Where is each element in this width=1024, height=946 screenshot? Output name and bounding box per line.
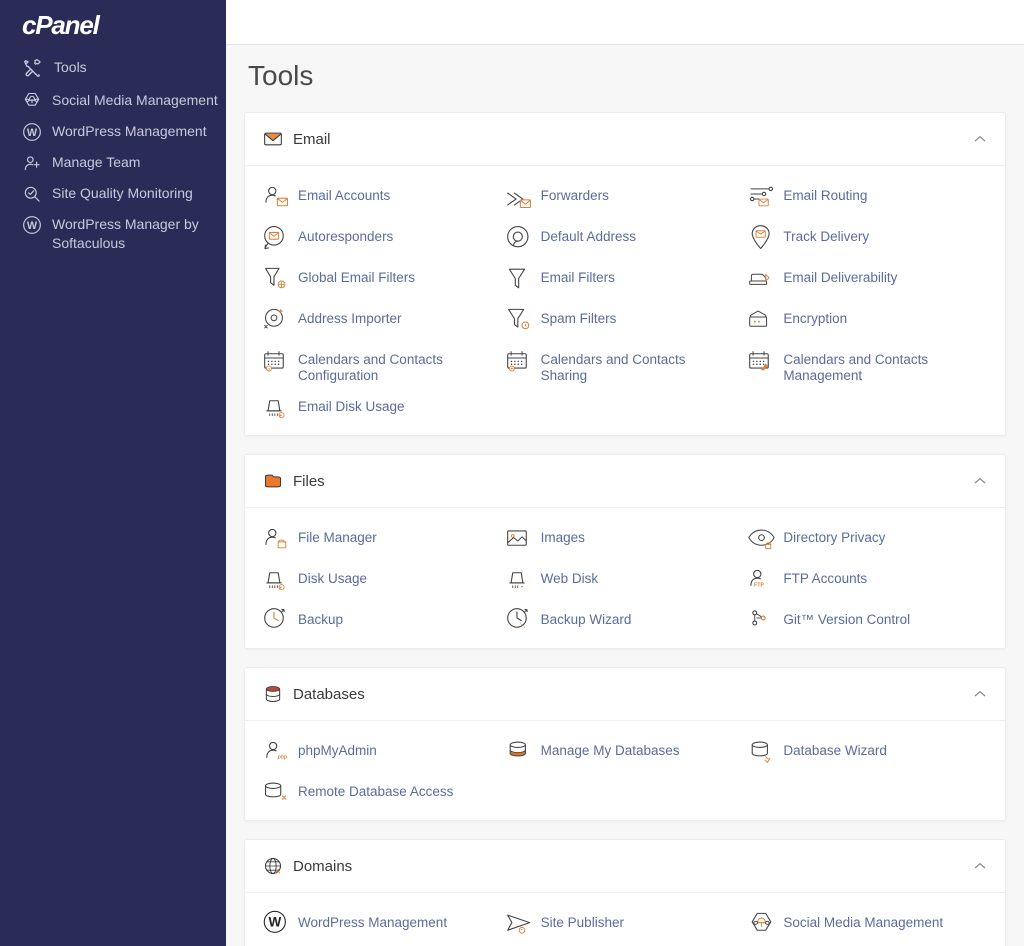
svg-text:W: W [27,220,38,232]
svg-text:cPanel: cPanel [22,13,101,39]
svg-text:@: @ [267,367,270,371]
svg-text:php: php [277,755,287,761]
svg-text:W: W [27,127,38,139]
svg-text:FTP: FTP [754,583,764,589]
svg-text:W: W [268,914,281,929]
